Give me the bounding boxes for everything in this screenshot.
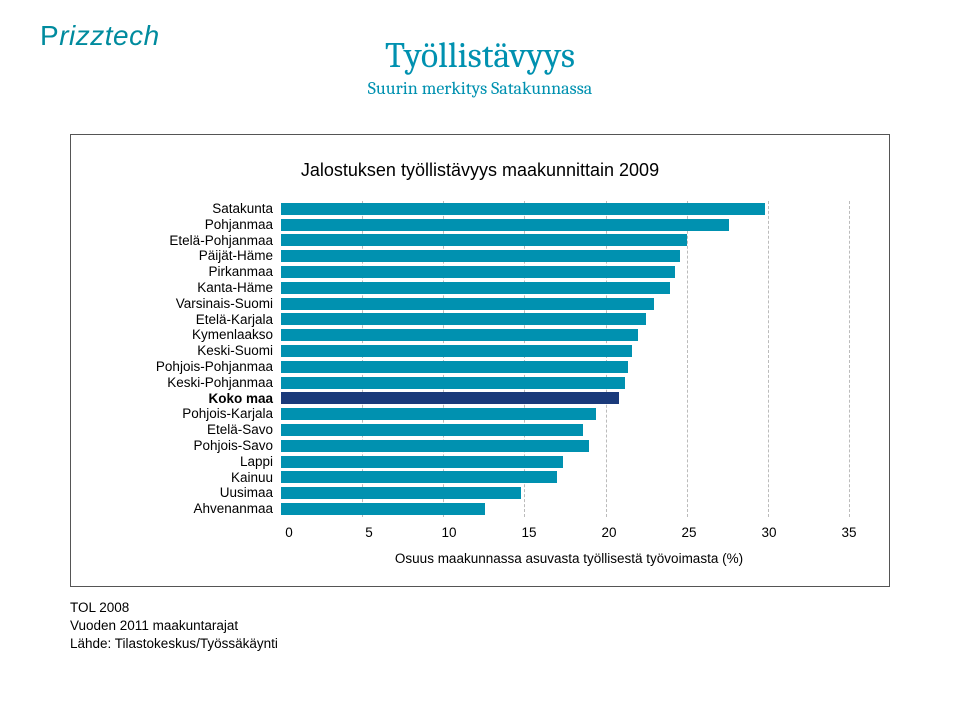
category-label: Pohjanmaa: [111, 217, 273, 233]
x-tick-label: 5: [365, 525, 373, 540]
gridline: [849, 201, 850, 517]
bar-row: [281, 248, 849, 264]
x-tick-label: 35: [841, 525, 856, 540]
footer-line-1: TOL 2008: [70, 599, 890, 617]
bar: [281, 234, 687, 246]
bar: [281, 392, 619, 404]
footer-notes: TOL 2008 Vuoden 2011 maakuntarajat Lähde…: [70, 599, 890, 654]
category-label: Lappi: [111, 454, 273, 470]
bar: [281, 203, 765, 215]
bar-row: [281, 233, 849, 249]
chart-title: Jalostuksen työllistävyys maakunnittain …: [111, 160, 849, 181]
title-block: Työllistävyys Suurin merkitys Satakunnas…: [40, 35, 920, 99]
x-tick-label: 10: [441, 525, 456, 540]
chart-container: Jalostuksen työllistävyys maakunnittain …: [70, 134, 890, 587]
y-axis-labels: SatakuntaPohjanmaaEtelä-PohjanmaaPäijät-…: [111, 201, 281, 517]
bar-row: [281, 312, 849, 328]
category-label: Uusimaa: [111, 485, 273, 501]
footer-line-3: Lähde: Tilastokeskus/Työssäkäynti: [70, 635, 890, 653]
bar: [281, 424, 583, 436]
bar-row: [281, 470, 849, 486]
page: Prizztech Työllistävyys Suurin merkitys …: [0, 0, 960, 716]
bar: [281, 250, 680, 262]
bar-row: [281, 422, 849, 438]
bar: [281, 266, 675, 278]
bar-row: [281, 375, 849, 391]
bar-row: [281, 201, 849, 217]
bar: [281, 361, 628, 373]
category-label: Etelä-Savo: [111, 422, 273, 438]
bar: [281, 282, 670, 294]
category-label: Varsinais-Suomi: [111, 296, 273, 312]
x-tick-label: 20: [601, 525, 616, 540]
category-label: Etelä-Karjala: [111, 312, 273, 328]
bars: [281, 201, 849, 517]
category-label: Kymenlaakso: [111, 327, 273, 343]
bar: [281, 440, 589, 452]
category-label: Satakunta: [111, 201, 273, 217]
x-tick-label: 30: [761, 525, 776, 540]
bar-row: [281, 343, 849, 359]
bar-row: [281, 485, 849, 501]
bar: [281, 345, 632, 357]
bar-row: [281, 454, 849, 470]
x-axis: 05101520253035 Osuus maakunnassa asuvast…: [289, 525, 849, 566]
bar-row: [281, 217, 849, 233]
bar: [281, 503, 485, 515]
plot-area: [281, 201, 849, 517]
bar: [281, 313, 646, 325]
category-label: Etelä-Pohjanmaa: [111, 233, 273, 249]
bar: [281, 456, 563, 468]
category-label: Koko maa: [111, 391, 273, 407]
x-tick-label: 15: [521, 525, 536, 540]
bar-row: [281, 406, 849, 422]
page-title: Työllistävyys: [40, 35, 920, 76]
bar-row: [281, 391, 849, 407]
bar: [281, 471, 557, 483]
bar: [281, 487, 521, 499]
category-label: Keski-Pohjanmaa: [111, 375, 273, 391]
bar: [281, 298, 654, 310]
x-axis-label: Osuus maakunnassa asuvasta työllisestä t…: [289, 551, 849, 566]
category-label: Kanta-Häme: [111, 280, 273, 296]
category-label: Päijät-Häme: [111, 248, 273, 264]
bar-row: [281, 296, 849, 312]
page-subtitle: Suurin merkitys Satakunnassa: [40, 78, 920, 99]
bar-row: [281, 280, 849, 296]
logo: Prizztech: [40, 20, 160, 52]
category-label: Ahvenanmaa: [111, 501, 273, 517]
x-tick-label: 0: [285, 525, 293, 540]
bar: [281, 377, 625, 389]
category-label: Pohjois-Savo: [111, 438, 273, 454]
logo-p: P: [40, 20, 59, 51]
footer-line-2: Vuoden 2011 maakuntarajat: [70, 617, 890, 635]
bar: [281, 219, 729, 231]
bar-row: [281, 359, 849, 375]
bar-row: [281, 327, 849, 343]
category-label: Pohjois-Pohjanmaa: [111, 359, 273, 375]
bar-row: [281, 438, 849, 454]
category-label: Kainuu: [111, 470, 273, 486]
logo-rest: rizztech: [59, 20, 159, 51]
bar-row: [281, 501, 849, 517]
category-label: Pohjois-Karjala: [111, 406, 273, 422]
bar-row: [281, 264, 849, 280]
chart-body: SatakuntaPohjanmaaEtelä-PohjanmaaPäijät-…: [111, 201, 849, 517]
category-label: Keski-Suomi: [111, 343, 273, 359]
bar: [281, 329, 638, 341]
x-axis-ticks: 05101520253035: [289, 525, 849, 543]
category-label: Pirkanmaa: [111, 264, 273, 280]
bar: [281, 408, 596, 420]
x-tick-label: 25: [681, 525, 696, 540]
